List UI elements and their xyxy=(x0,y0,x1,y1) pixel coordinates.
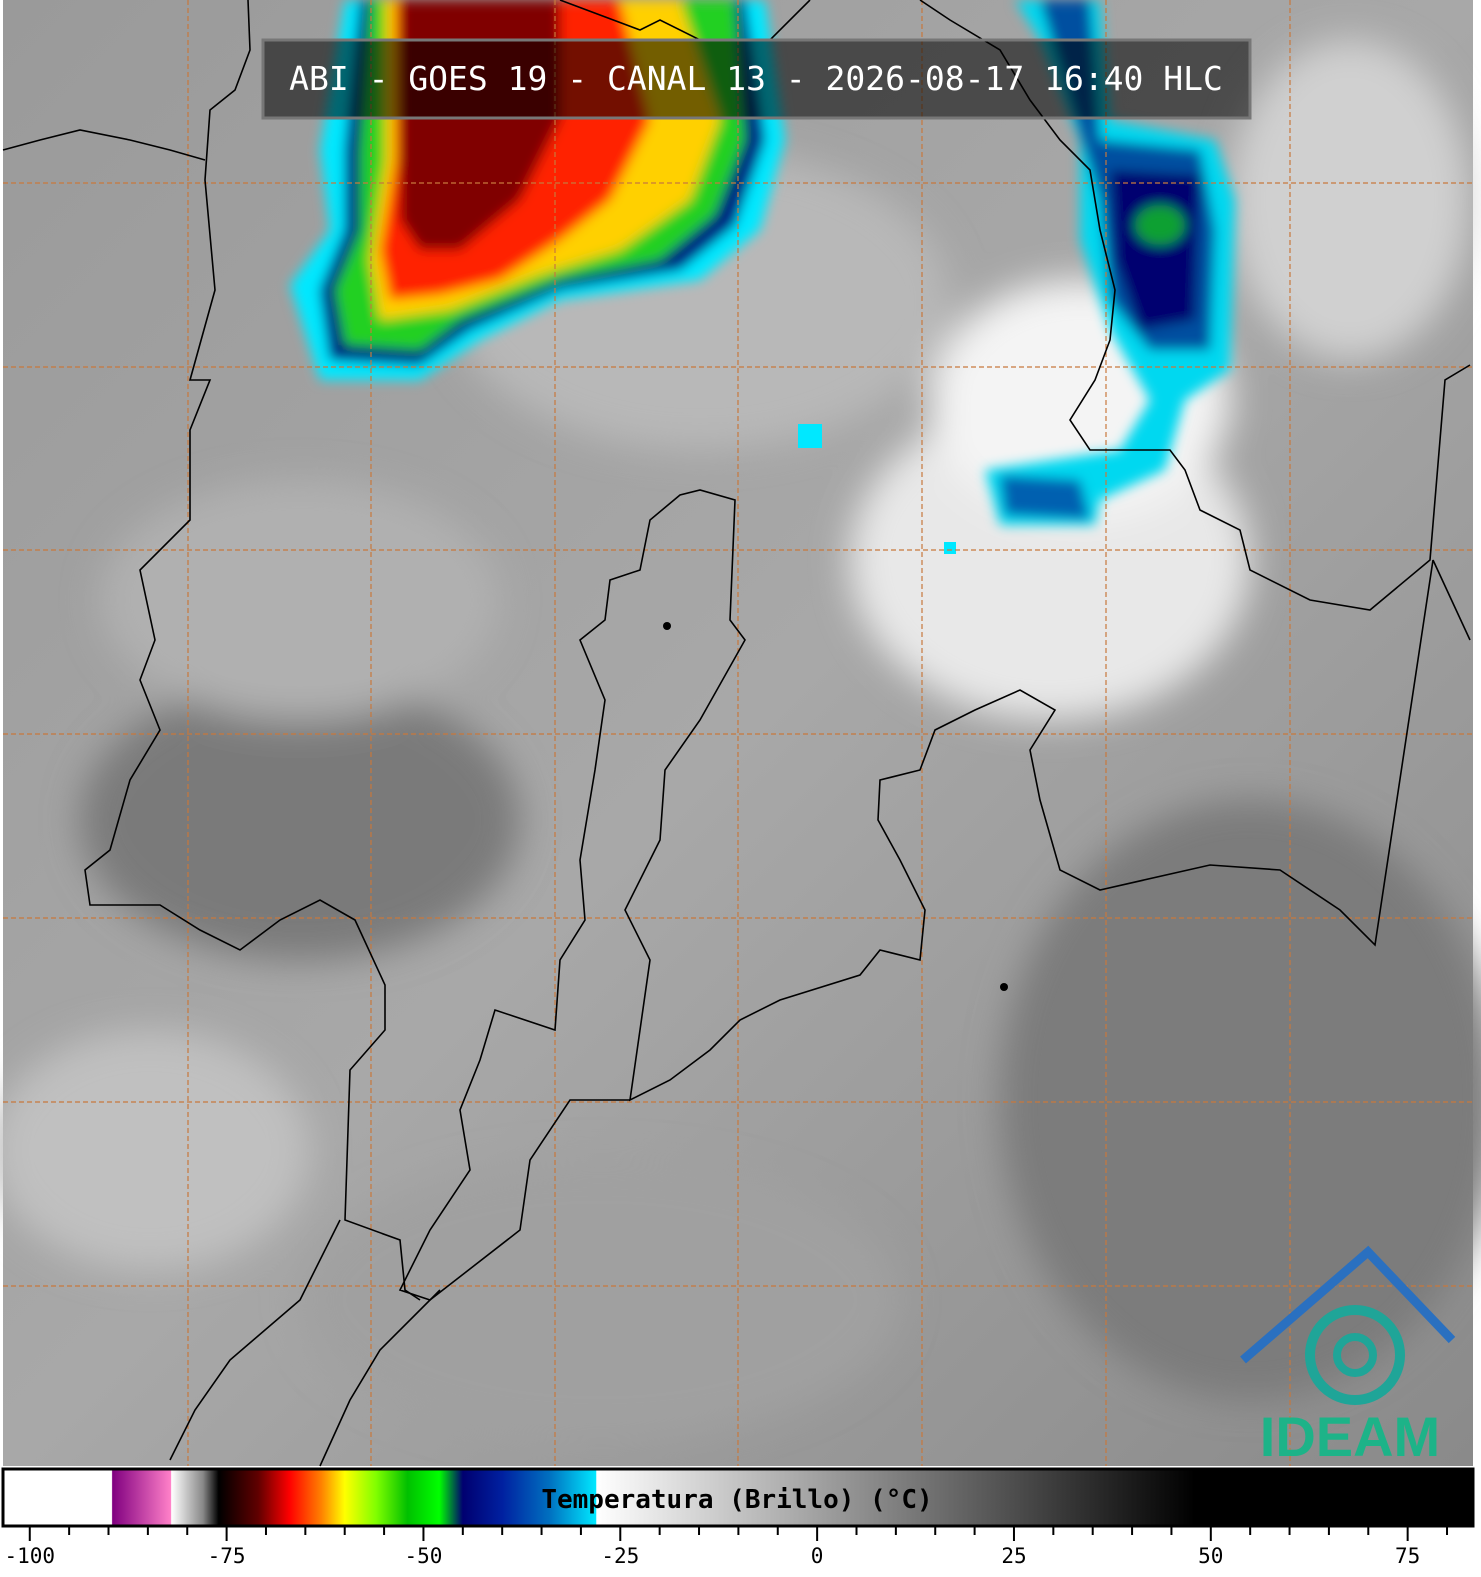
colorbar-label: Temperatura (Brillo) (°C) xyxy=(541,1485,932,1515)
colorbar: Temperatura (Brillo) (°C) -100 -75 -50 -25 0… xyxy=(1,1467,1475,1568)
tick-label: 25 xyxy=(1001,1544,1026,1568)
grid xyxy=(3,0,1473,1466)
tick-label: -50 xyxy=(404,1544,442,1568)
tick-label: 50 xyxy=(1198,1544,1223,1568)
borders xyxy=(2,0,1471,1467)
logo-text: IDEAM xyxy=(1260,1405,1440,1468)
title: ABI - GOES 19 - CANAL 13 - 2026-08-17 16… xyxy=(289,59,1223,98)
title-box: ABI - GOES 19 - CANAL 13 - 2026-08-17 16… xyxy=(261,38,1252,120)
tick-label: 75 xyxy=(1395,1544,1420,1568)
tick-label: -75 xyxy=(208,1544,246,1568)
tick-label: 0 xyxy=(811,1544,824,1568)
logo: IDEAM xyxy=(1240,1245,1456,1468)
satellite-image xyxy=(0,0,1481,1466)
tick-label: -100 xyxy=(4,1544,55,1568)
tick-label: -25 xyxy=(601,1544,639,1568)
